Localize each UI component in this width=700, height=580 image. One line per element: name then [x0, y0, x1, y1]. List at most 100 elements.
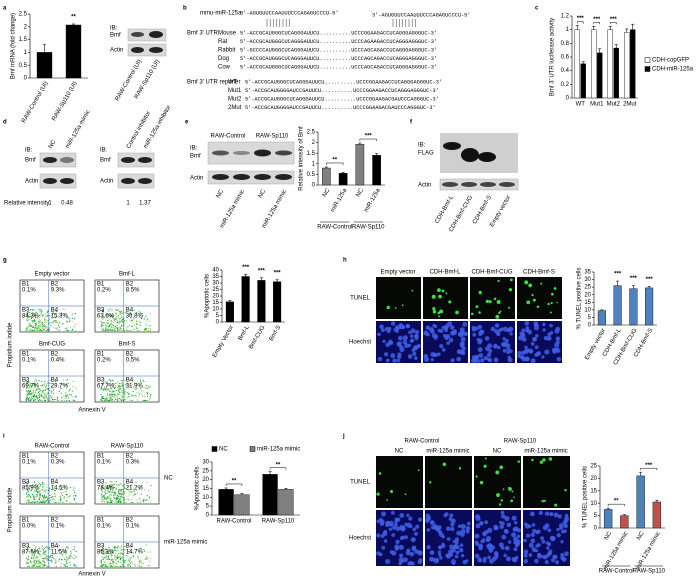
nucleus [474, 534, 479, 539]
legend-label: CDH-copGFP [652, 58, 689, 64]
flow-event [117, 493, 118, 494]
flow-event [44, 557, 45, 558]
quadrant-value: 29.7% [51, 384, 69, 390]
nucleus [444, 335, 449, 340]
flow-event [53, 558, 54, 559]
nucleus [524, 554, 528, 558]
tunel-image [423, 277, 468, 319]
nucleus [467, 522, 471, 526]
flow-event [69, 555, 70, 556]
label: Annexin V [78, 408, 105, 414]
flow-event [38, 491, 39, 492]
flow-event [70, 388, 71, 389]
nucleus [556, 348, 561, 353]
flow-event [28, 499, 29, 500]
y-tick-label: 0.8 [561, 41, 570, 47]
nucleus [446, 341, 450, 345]
tunel-signal [537, 305, 540, 308]
nucleus [530, 350, 533, 353]
significance: *** [646, 277, 654, 283]
flow-event [74, 555, 75, 556]
nucleus [501, 514, 505, 518]
flow-event [137, 556, 138, 557]
flow-event [47, 311, 48, 312]
flow-event [69, 390, 70, 391]
flow-event [110, 320, 111, 321]
flow-event [136, 327, 137, 328]
flow-event [130, 565, 131, 566]
flow-event [142, 396, 143, 397]
flow-event [46, 546, 47, 547]
significance: *** [577, 16, 585, 22]
tunel-signal [479, 291, 482, 294]
flow-event [42, 558, 43, 559]
flow-event [122, 489, 123, 490]
nucleus [509, 349, 513, 353]
flow-event [112, 563, 113, 564]
flow-event [72, 313, 73, 314]
flow-event [119, 484, 120, 485]
significance: *** [645, 463, 653, 469]
flow-event [47, 400, 48, 401]
bar [219, 489, 234, 515]
flow-event [32, 566, 33, 567]
flow-event [108, 310, 109, 311]
bar [598, 311, 606, 325]
flow-event [63, 492, 64, 493]
nucleus [484, 530, 489, 535]
tunel-signal [554, 504, 557, 507]
flow-event [45, 389, 46, 390]
nucleus [401, 559, 404, 562]
nucleus [451, 358, 455, 362]
flow-event [47, 558, 48, 559]
flow-event [120, 557, 121, 558]
nucleus [399, 553, 403, 557]
tunel-signal [459, 467, 461, 469]
nucleus [450, 522, 454, 526]
quadrant-value: 69.7% [22, 384, 40, 390]
flow-event [119, 385, 120, 386]
nucleus [560, 556, 565, 561]
y-tick-label: 30 [212, 281, 219, 287]
flow-event [45, 497, 46, 498]
flow-event [117, 320, 118, 321]
flow-event [140, 325, 141, 326]
flow-event [117, 554, 118, 555]
flow-event [126, 330, 127, 331]
nucleus [556, 327, 561, 332]
tunel-signal [564, 489, 566, 491]
flow-event [118, 490, 119, 491]
flow-event [42, 499, 43, 500]
flow-event [146, 544, 147, 545]
flow-event [118, 546, 119, 547]
nucleus [460, 342, 465, 347]
flow-event [29, 392, 30, 393]
flow-event [46, 315, 47, 316]
flow-event [34, 502, 35, 503]
nucleus [411, 537, 416, 542]
flow-event [144, 400, 145, 401]
flow-event [144, 498, 145, 499]
blot-band [233, 151, 250, 155]
flow-event [60, 400, 61, 401]
flow-event [122, 493, 123, 494]
label: Bmf [110, 33, 121, 39]
x-tick-label: RAW-Sp110 [262, 519, 295, 525]
flow-event [112, 396, 113, 397]
flow-event [119, 327, 120, 328]
tunel-signal [475, 305, 478, 308]
nucleus [477, 359, 481, 363]
nucleus [487, 353, 491, 357]
quadrant-value: 0.2% [97, 358, 111, 364]
flow-event [119, 311, 120, 312]
flow-event [33, 393, 34, 394]
flow-event [37, 501, 38, 502]
nucleus [507, 523, 511, 527]
flow-event [40, 320, 41, 321]
label: Propidium iodide [8, 322, 14, 367]
flow-event [29, 394, 30, 395]
flow-event [33, 396, 34, 397]
significance: *** [365, 134, 373, 140]
flow-event [74, 492, 75, 493]
flow-event [108, 322, 109, 323]
